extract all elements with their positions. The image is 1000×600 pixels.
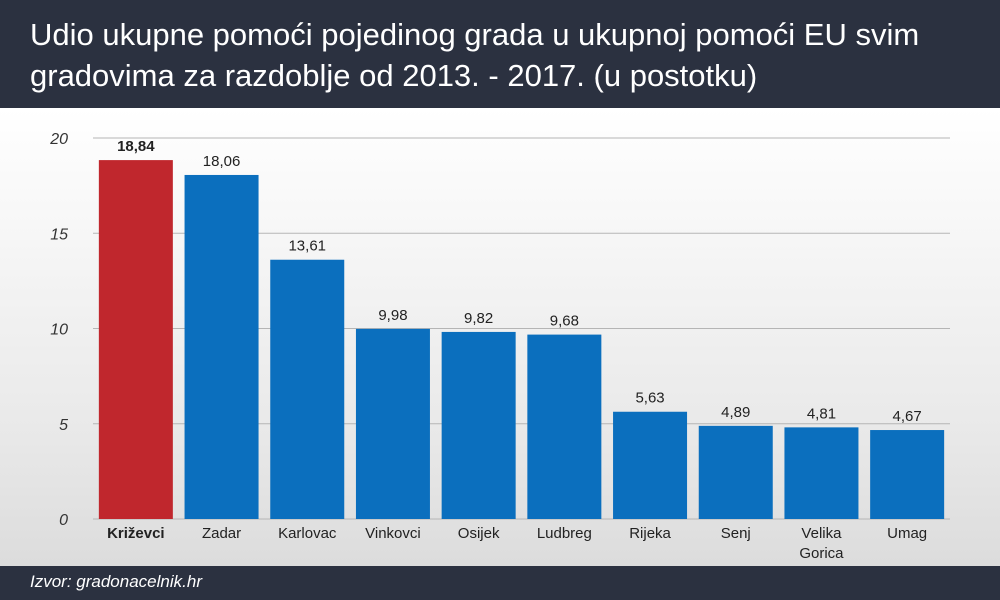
x-tick-label: Ludbreg xyxy=(537,525,592,542)
bar xyxy=(527,334,602,519)
x-tick-label: Križevci xyxy=(107,525,165,542)
x-tick-label: Gorica xyxy=(799,545,844,562)
data-label: 9,98 xyxy=(378,307,407,324)
bar xyxy=(355,328,430,519)
chart-title-line-2: gradovima za razdoblje od 2013. - 2017. … xyxy=(30,58,758,93)
bar xyxy=(441,331,516,519)
x-tick-label: Zadar xyxy=(202,525,241,542)
x-tick-label: Umag xyxy=(887,525,927,542)
data-label: 4,67 xyxy=(893,408,922,425)
header: Udio ukupne pomoći pojedinog grada u uku… xyxy=(0,0,1000,108)
bar xyxy=(870,430,945,519)
data-label: 4,89 xyxy=(721,404,750,421)
bar xyxy=(613,411,688,519)
data-label: 9,68 xyxy=(550,313,579,330)
data-label: 9,82 xyxy=(464,310,493,327)
y-tick-label: 20 xyxy=(49,131,68,148)
bar xyxy=(98,160,173,519)
data-label: 18,84 xyxy=(117,138,155,155)
x-tick-label: Karlovac xyxy=(278,525,337,542)
x-tick-label: Senj xyxy=(721,525,751,542)
x-tick-label: Velika xyxy=(801,525,842,542)
data-label: 13,61 xyxy=(288,238,326,255)
x-tick-label: Rijeka xyxy=(629,525,671,542)
y-tick-label: 5 xyxy=(59,417,68,434)
y-tick-label: 15 xyxy=(50,226,68,243)
x-tick-label: Vinkovci xyxy=(365,525,421,542)
data-label: 4,81 xyxy=(807,405,836,422)
y-tick-label: 0 xyxy=(59,512,68,529)
bar xyxy=(270,259,345,519)
data-label: 5,63 xyxy=(635,390,664,407)
source-note: Izvor: gradonacelnik.hr xyxy=(30,572,202,591)
data-label: 18,06 xyxy=(203,153,241,170)
chart-area: 0 5 10 15 20 18,84 Križevci 18,06 Zadar 13,61 Karl… xyxy=(0,108,1000,566)
bar xyxy=(184,174,259,519)
y-tick-label: 10 xyxy=(50,322,68,339)
footer: Izvor: gradonacelnik.hr xyxy=(0,566,1000,600)
bar xyxy=(698,425,773,519)
chart-title: Udio ukupne pomoći pojedinog grada u uku… xyxy=(30,14,980,96)
bar-chart: 0 5 10 15 20 18,84 Križevci 18,06 Zadar 13,61 Karl… xyxy=(49,131,950,562)
bar xyxy=(784,427,859,519)
chart-title-line-1: Udio ukupne pomoći pojedinog grada u uku… xyxy=(30,17,920,52)
x-tick-label: Osijek xyxy=(458,525,500,542)
